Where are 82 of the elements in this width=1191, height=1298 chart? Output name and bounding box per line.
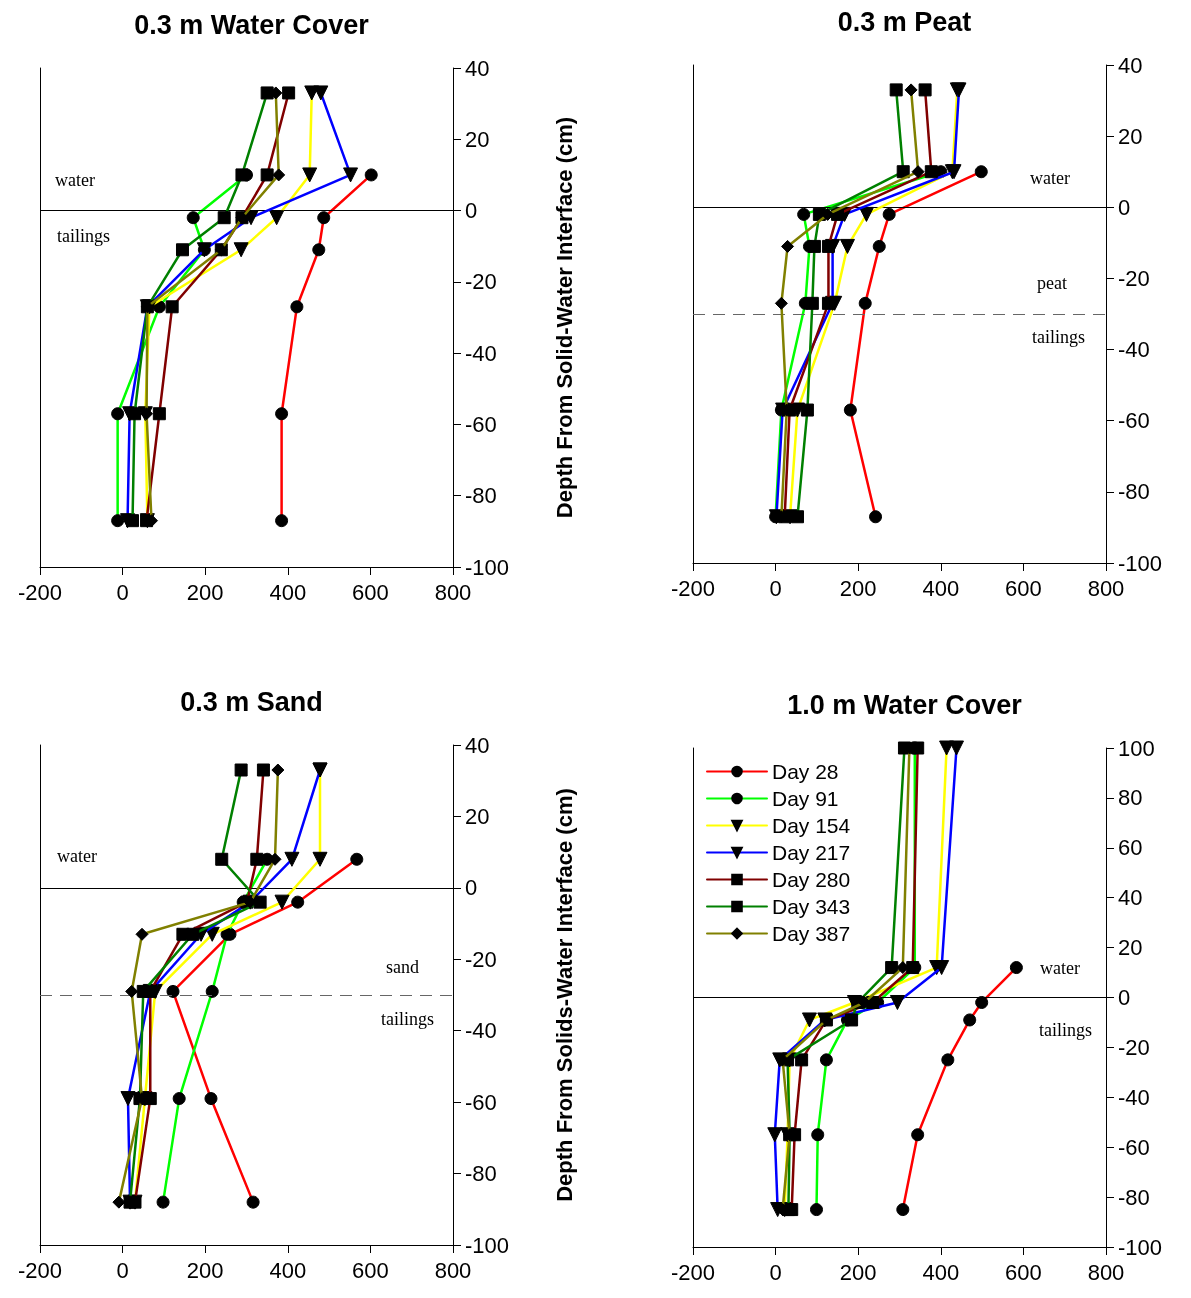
x-tick-label: 800 bbox=[1087, 575, 1125, 601]
x-tick-label: 600 bbox=[1005, 1259, 1042, 1285]
x-tick-label: 0 bbox=[769, 575, 782, 601]
y-tick-label: -100 bbox=[465, 554, 510, 580]
x-tick-label: -200 bbox=[17, 1257, 63, 1283]
annotation: tailings bbox=[1039, 1020, 1092, 1040]
y-tick-label: -80 bbox=[1118, 1184, 1150, 1210]
y-tick-label: -80 bbox=[1118, 479, 1150, 505]
y-axis-title: Depth From Solids-Water Interface (cm) bbox=[551, 788, 577, 1202]
y-tick-label: 20 bbox=[465, 126, 490, 152]
x-tick-label: 0 bbox=[116, 579, 129, 605]
x-tick-label: 400 bbox=[269, 1257, 307, 1283]
annotation: water bbox=[57, 846, 97, 866]
y-tick-label: -20 bbox=[1118, 1034, 1150, 1060]
x-tick-label: 800 bbox=[434, 1257, 472, 1283]
x-tick-label: 200 bbox=[186, 579, 224, 605]
legend-label: Day 387 bbox=[772, 922, 851, 945]
x-tick-label: 200 bbox=[839, 575, 877, 601]
x-tick-label: -200 bbox=[670, 1259, 716, 1285]
y-tick-label: -20 bbox=[465, 269, 497, 295]
x-tick-label: 600 bbox=[352, 579, 389, 605]
annotation: sand bbox=[386, 957, 419, 977]
y-tick-label: 0 bbox=[1118, 985, 1131, 1010]
y-tick-label: -100 bbox=[465, 1232, 510, 1258]
y-tick-label: 0 bbox=[465, 198, 478, 224]
y-tick-label: -80 bbox=[465, 483, 497, 509]
x-tick-label: 400 bbox=[922, 575, 960, 601]
y-tick-label: 20 bbox=[465, 803, 490, 829]
y-tick-label: -20 bbox=[1118, 265, 1150, 291]
x-tick-label: 200 bbox=[186, 1257, 224, 1283]
y-axis-title: Depth From Solid-Water Interface (cm) bbox=[551, 116, 577, 519]
legend-label: Day 91 bbox=[772, 787, 839, 810]
legend-label: Day 280 bbox=[772, 868, 851, 891]
x-tick-label: 400 bbox=[922, 1259, 960, 1285]
y-tick-label: 40 bbox=[465, 732, 490, 758]
y-tick-label: 80 bbox=[1118, 785, 1143, 811]
x-tick-label: 0 bbox=[116, 1257, 129, 1283]
y-tick-label: -40 bbox=[1118, 1084, 1150, 1110]
y-tick-label: -40 bbox=[1118, 337, 1150, 363]
y-tick-label: 40 bbox=[465, 55, 490, 81]
chart-title: 1.0 m Water Cover bbox=[787, 689, 1023, 720]
x-tick-label: 800 bbox=[434, 579, 472, 605]
y-tick-label: -40 bbox=[465, 340, 497, 366]
x-tick-label: 600 bbox=[352, 1257, 389, 1283]
x-tick-label: 0 bbox=[769, 1259, 782, 1285]
x-tick-label: 400 bbox=[269, 579, 307, 605]
y-tick-label: 0 bbox=[465, 875, 478, 901]
y-tick-label: 0 bbox=[1118, 194, 1131, 220]
y-tick-label: 40 bbox=[1118, 885, 1143, 911]
x-tick-label: -200 bbox=[17, 579, 63, 605]
legend-label: Day 28 bbox=[772, 760, 839, 783]
y-tick-label: -80 bbox=[465, 1161, 497, 1187]
x-tick-label: 200 bbox=[839, 1259, 877, 1285]
y-tick-label: -60 bbox=[465, 411, 497, 437]
y-tick-label: 20 bbox=[1118, 935, 1143, 961]
x-tick-label: 600 bbox=[1005, 575, 1042, 601]
legend-label: Day 343 bbox=[772, 895, 851, 918]
y-tick-label: -100 bbox=[1118, 1234, 1163, 1260]
chart-title: 0.3 m Sand bbox=[180, 686, 323, 717]
chart-title: 0.3 m Water Cover bbox=[134, 9, 370, 40]
annotation: water bbox=[1040, 958, 1080, 978]
chart-title: 0.3 m Peat bbox=[837, 6, 972, 37]
annotation: peat bbox=[1037, 273, 1067, 293]
y-tick-label: -40 bbox=[465, 1018, 497, 1044]
y-tick-label: -60 bbox=[1118, 1134, 1150, 1160]
y-tick-label: -20 bbox=[465, 946, 497, 972]
y-tick-label: -100 bbox=[1118, 550, 1163, 576]
x-tick-label: 800 bbox=[1087, 1259, 1125, 1285]
annotation: tailings bbox=[381, 1009, 434, 1029]
x-tick-label: -200 bbox=[670, 575, 716, 601]
annotation: water bbox=[55, 170, 95, 190]
legend-label: Day 217 bbox=[772, 841, 851, 864]
y-tick-label: 100 bbox=[1118, 735, 1155, 761]
y-tick-label: 60 bbox=[1118, 835, 1143, 861]
y-tick-label: -60 bbox=[1118, 408, 1150, 434]
y-tick-label: -60 bbox=[465, 1089, 497, 1115]
annotation: water bbox=[1030, 168, 1070, 188]
y-tick-label: 40 bbox=[1118, 52, 1143, 78]
annotation: tailings bbox=[1032, 327, 1085, 347]
annotation: tailings bbox=[57, 226, 110, 246]
legend-label: Day 154 bbox=[772, 814, 851, 837]
y-tick-label: 20 bbox=[1118, 123, 1143, 149]
